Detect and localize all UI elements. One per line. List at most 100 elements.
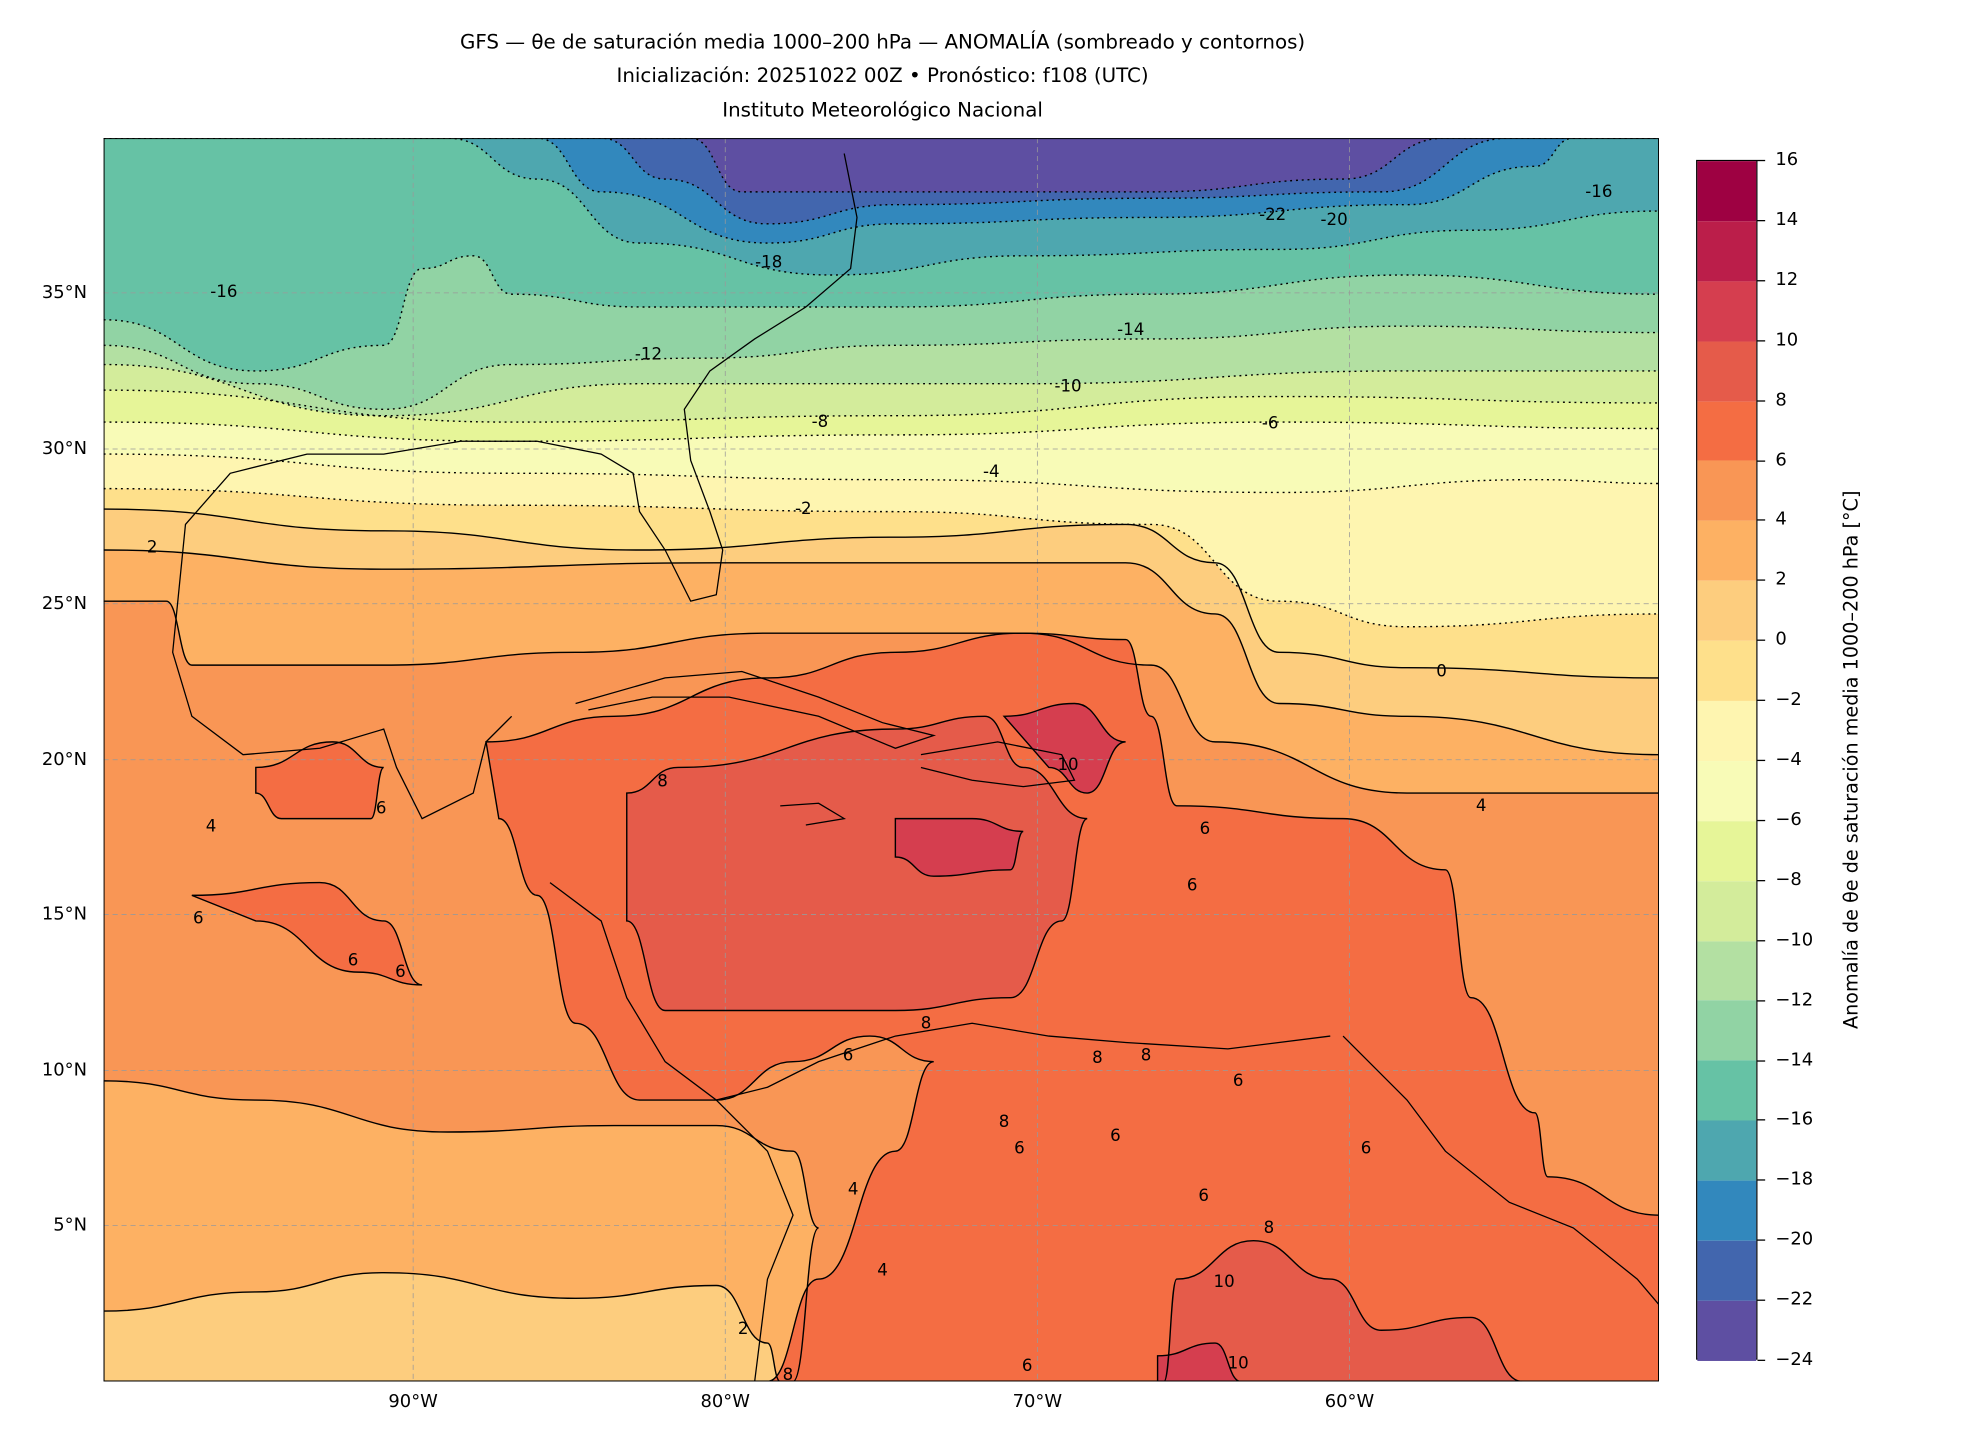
y-tick-label: 15°N <box>41 904 87 925</box>
colorbar-tick-label: 14 <box>1775 209 1799 231</box>
colorbar-tick-mark <box>1757 639 1766 642</box>
contour-label: 6 <box>1014 1139 1025 1158</box>
contour-label: 2 <box>738 1319 749 1338</box>
colorbar-tick-label: −10 <box>1775 929 1814 950</box>
colorbar-tick-label: −6 <box>1775 809 1802 830</box>
fill-patch <box>255 741 384 819</box>
map-plot-area: -16-12-18-14-10-8 -6-4-2-22 -20-1604210866… <box>103 138 1659 1382</box>
contour-label: 6 <box>348 951 359 970</box>
contour-line <box>103 363 1659 417</box>
contour-label: 0 <box>1436 662 1447 681</box>
contour-line <box>103 487 1659 628</box>
colorbar-swatch <box>1697 940 1757 1001</box>
contour-label: -10 <box>1054 376 1081 395</box>
contour-label: -22 <box>1259 205 1286 224</box>
coastline <box>1342 1035 1659 1306</box>
coastline <box>780 802 847 826</box>
contour-label: 8 <box>1092 1048 1103 1067</box>
colorbar-tick-mark <box>1757 819 1766 822</box>
contour-line <box>103 325 1659 411</box>
contour-line <box>103 255 1659 372</box>
contour-line <box>626 715 1088 1012</box>
colorbar-swatch <box>1697 1240 1757 1301</box>
colorbar-tick-mark <box>1757 519 1766 522</box>
contour-line <box>894 817 1024 877</box>
contour-label: 6 <box>1110 1126 1121 1145</box>
colorbar-tick-label: 6 <box>1775 449 1787 471</box>
colorbar-tick-mark <box>1757 879 1766 882</box>
contour-line <box>1163 1240 1523 1382</box>
colorbar-tick-mark <box>1757 1359 1766 1361</box>
fill-patch <box>103 1272 781 1382</box>
y-tick-label: 35°N <box>41 282 87 304</box>
contour-line <box>103 421 1659 442</box>
contour-label: 4 <box>848 1180 859 1199</box>
colorbar-swatch <box>1697 640 1757 701</box>
colorbar <box>1696 159 1758 1361</box>
coastline <box>920 741 1076 788</box>
colorbar-swatch <box>1697 1060 1757 1121</box>
contour-label: -20 <box>1321 210 1348 229</box>
colorbar-swatch <box>1697 1180 1757 1241</box>
fill-band <box>103 138 1659 192</box>
colorbar-swatch <box>1697 820 1757 881</box>
colorbar-tick-mark <box>1757 279 1766 282</box>
colorbar-tick-label: −4 <box>1775 749 1802 771</box>
contour-label: 10 <box>1214 1272 1235 1291</box>
contour-label: 8 <box>921 1013 932 1032</box>
chart-subtitle-init: Inicialización: 20251022 00Z • Pronóstic… <box>616 63 1149 87</box>
contour-label: 4 <box>877 1260 888 1279</box>
colorbar-swatch <box>1697 581 1757 641</box>
contour-label: 6 <box>843 1045 854 1064</box>
colorbar-tick-label: −18 <box>1775 1169 1814 1190</box>
chart-subtitle-institute: Instituto Meteorológico Nacional <box>722 98 1043 122</box>
contour-label: 8 <box>999 1112 1010 1131</box>
fill-patch <box>626 716 1088 1011</box>
fill-patch <box>895 818 1024 877</box>
y-tick-label: 30°N <box>41 438 87 460</box>
fill-patch <box>191 882 423 985</box>
plot-frame <box>103 138 1659 1382</box>
colorbar-tick-mark <box>1757 1299 1766 1301</box>
colorbar-tick-label: −14 <box>1775 1049 1814 1070</box>
colorbar-swatch <box>1697 1120 1757 1181</box>
colorbar-tick-label: 8 <box>1775 389 1787 411</box>
colorbar-swatch <box>1697 461 1757 522</box>
contour-label: -18 <box>755 252 782 271</box>
contour-line <box>103 453 1659 494</box>
fill-patch <box>1004 703 1126 794</box>
colorbar-tick-label: −22 <box>1775 1289 1814 1310</box>
colorbar-tick-mark <box>1757 1239 1766 1241</box>
contour-label: 8 <box>1141 1045 1152 1064</box>
contour-label: 4 <box>206 816 217 835</box>
colorbar-tick-mark <box>1757 999 1766 1002</box>
contour-line <box>103 600 1659 794</box>
contour-label: 6 <box>1200 819 1211 838</box>
x-tick-label: 60°W <box>1324 1391 1375 1413</box>
colorbar-swatch <box>1697 341 1757 402</box>
colorbar-tick-label: 0 <box>1775 629 1787 651</box>
colorbar-tick-label: −16 <box>1775 1109 1814 1130</box>
contour-label: -12 <box>635 344 662 363</box>
colorbar-tick-label: −2 <box>1775 689 1802 711</box>
x-tick-label: 90°W <box>388 1391 438 1413</box>
contour-line <box>103 508 1659 679</box>
contour-label: -6 <box>1262 413 1279 432</box>
coastline <box>715 1099 794 1382</box>
contour-label: -16 <box>1585 182 1612 201</box>
colorbar-tick-label: −24 <box>1775 1349 1814 1370</box>
contour-label: 6 <box>376 799 387 818</box>
contour-line <box>191 881 423 986</box>
colorbar-tick-mark <box>1757 699 1766 702</box>
colorbar-swatch <box>1697 281 1757 342</box>
colorbar-label: Anomalía de θe de saturación media 1000–… <box>1839 490 1863 1030</box>
colorbar-swatch <box>1697 700 1757 761</box>
coastline <box>172 153 858 820</box>
colorbar-tick-mark <box>1757 219 1766 222</box>
contour-line <box>255 741 385 820</box>
colorbar-swatch <box>1697 1300 1757 1361</box>
contour-label: 8 <box>657 772 668 791</box>
colorbar-swatch <box>1697 161 1757 222</box>
y-tick-label: 5°N <box>53 1215 87 1236</box>
